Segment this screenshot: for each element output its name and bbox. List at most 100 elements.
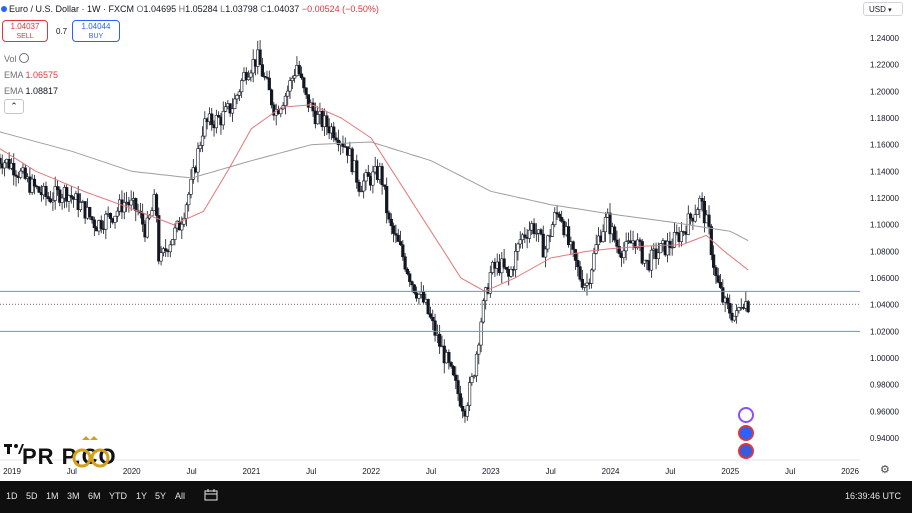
candle-body [141, 212, 145, 225]
candle-body [182, 218, 186, 225]
candle-body [594, 244, 598, 254]
candle-body [306, 94, 311, 108]
candle-body [438, 333, 442, 347]
x-tick-label: 2019 [3, 467, 21, 476]
date-range-icon[interactable] [204, 489, 218, 501]
high-value: 1.05284 [185, 4, 218, 14]
us-flag-icon[interactable] [738, 443, 754, 459]
candle-body [203, 118, 207, 137]
timeframe-1d[interactable]: 1D [6, 491, 18, 501]
gear-icon[interactable]: ⚙ [880, 464, 890, 476]
timeframe-3m[interactable]: 3M [67, 491, 80, 501]
currency-selector[interactable]: USD ▾ [863, 2, 903, 16]
candle-body [396, 234, 400, 242]
candle-body [217, 115, 221, 118]
candle-body [380, 166, 384, 186]
candle-body [171, 239, 175, 246]
candle-body [230, 108, 235, 114]
candle-body [668, 240, 672, 249]
candle-body [76, 193, 80, 210]
candle-body [237, 91, 241, 96]
candle-body [746, 301, 750, 313]
candle-body [451, 366, 456, 376]
candle-body [431, 316, 435, 322]
candle-body [279, 108, 283, 115]
candle-body [642, 259, 647, 264]
candle-body [636, 239, 640, 249]
price-axis[interactable] [860, 0, 912, 481]
timeframe-1y[interactable]: 1Y [136, 491, 148, 501]
candles [0, 40, 750, 423]
sell-button[interactable]: 1.04037 SELL [2, 20, 48, 42]
candle-body [12, 162, 16, 176]
x-tick-label: Jul [306, 467, 316, 476]
candle-body [198, 145, 202, 149]
candle-body [557, 213, 561, 218]
eye-off-icon[interactable] [19, 53, 30, 63]
candle-body [403, 256, 407, 270]
timeframe-5y[interactable]: 5Y [155, 491, 167, 501]
candle-body [286, 90, 290, 97]
candle-body [184, 204, 189, 219]
candle-body [702, 200, 707, 224]
ema-indicator-fast[interactable]: EMA 1.06575 [4, 70, 59, 80]
candle-body [290, 77, 294, 81]
collapse-indicators-button[interactable]: ⌃ [4, 99, 24, 114]
symbol-icon [1, 6, 7, 12]
candle-body [603, 217, 608, 233]
buy-button[interactable]: 1.04044 BUY [72, 20, 120, 42]
candle-body [60, 197, 64, 203]
candle-body [221, 111, 225, 126]
candle-body [240, 80, 244, 93]
x-tick-label: Jul [665, 467, 675, 476]
timeframe-6m[interactable]: 6M [88, 491, 101, 501]
ema-fast-line [0, 104, 749, 292]
candle-body [316, 114, 320, 125]
timeframe-5d[interactable]: 5D [26, 491, 38, 501]
event-icon[interactable] [738, 425, 754, 441]
ema-indicator-slow[interactable]: EMA 1.08817 [4, 86, 59, 96]
candle-body [732, 315, 736, 321]
candle-body [721, 287, 725, 303]
lightning-icon[interactable] [738, 407, 754, 423]
candle-body [461, 405, 465, 412]
volume-indicator[interactable]: Vol [4, 52, 30, 64]
candle-body [359, 190, 363, 193]
timeframe-1m[interactable]: 1M [46, 491, 59, 501]
candle-body [263, 76, 267, 78]
candle-body [332, 126, 336, 139]
candle-body [168, 244, 172, 253]
symbol-title[interactable]: Euro / U.S. Dollar · 1W · FXCM [9, 4, 135, 14]
candle-body [88, 206, 92, 217]
candle-body [398, 241, 403, 246]
candle-body [108, 212, 113, 219]
candle-body [566, 226, 571, 246]
candle-body [67, 195, 71, 202]
candle-body [527, 229, 532, 239]
utc-clock[interactable]: 16:39:46 UTC [845, 491, 902, 501]
candle-body [134, 198, 138, 212]
y-tick-label: 1.22000 [870, 61, 899, 70]
bottom-toolbar: 1D 5D 1M 3M 6M YTD 1Y 5Y All 16:39:46 UTC [0, 481, 912, 513]
y-tick-label: 1.06000 [870, 274, 899, 283]
candle-body [583, 285, 587, 288]
candle-body [189, 178, 193, 195]
spread-value: 0.7 [56, 27, 68, 36]
candle-body [656, 252, 660, 259]
candle-body [51, 200, 55, 203]
candle-body [571, 241, 575, 250]
candle-body [428, 313, 433, 318]
candle-body [546, 235, 550, 250]
candle-body [688, 213, 693, 219]
y-tick-label: 1.04000 [870, 301, 899, 310]
candle-body [421, 291, 426, 303]
candle-body [362, 180, 366, 192]
candle-body [622, 250, 626, 258]
x-tick-label: Jul [186, 467, 196, 476]
timeframe-ytd[interactable]: YTD [109, 491, 127, 501]
candle-body [385, 186, 389, 214]
candle-body [700, 198, 704, 202]
timeframe-all[interactable]: All [175, 491, 186, 501]
candle-body [693, 214, 697, 222]
